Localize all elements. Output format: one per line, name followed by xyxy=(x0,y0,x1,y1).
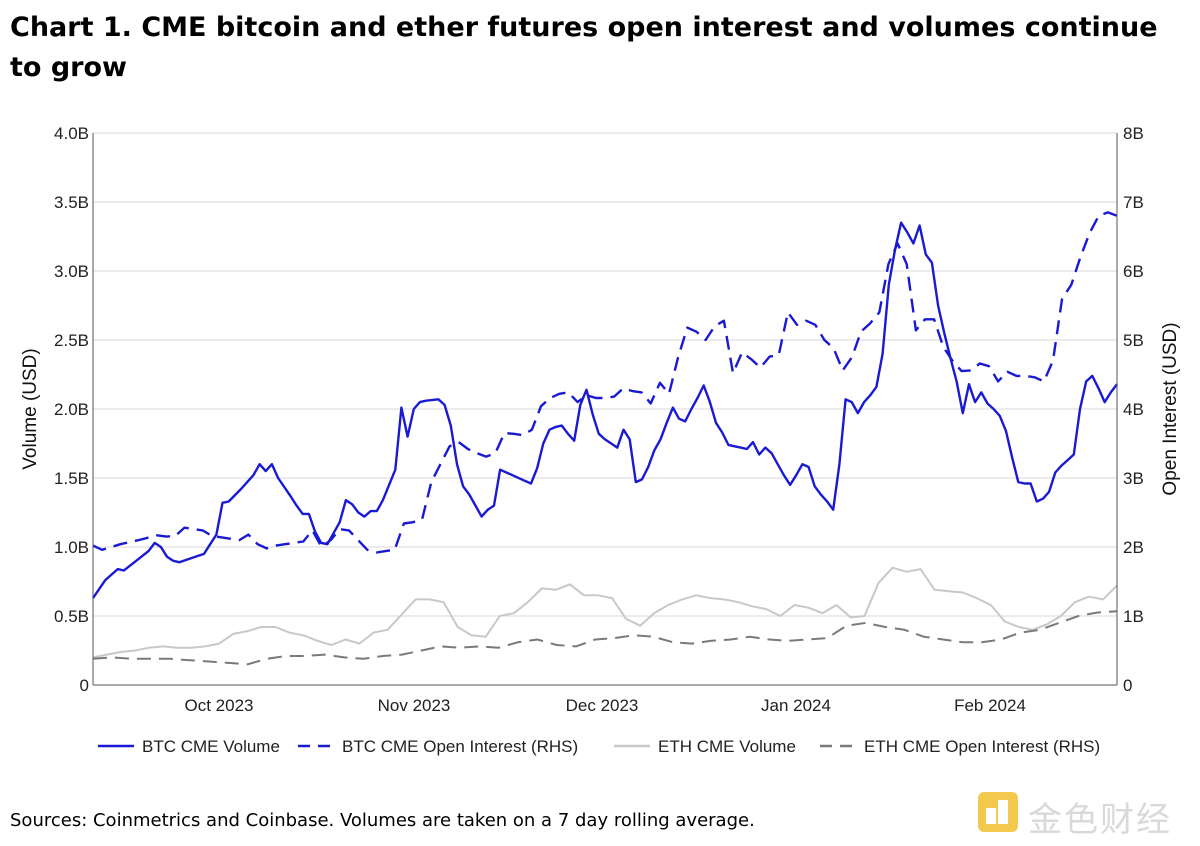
y-left-tick-label: 1.0B xyxy=(54,538,89,557)
y-left-tick-label: 3.0B xyxy=(54,262,89,281)
y-right-tick-label: 5B xyxy=(1123,331,1144,350)
series-line-eth-cme-volume xyxy=(92,566,1118,659)
legend: BTC CME Volume BTC CME Open Interest (RHS… xyxy=(98,737,1100,756)
x-tick-label: Oct 2023 xyxy=(185,696,254,715)
y-left-tick-label: 1.5B xyxy=(54,469,89,488)
series-line-eth-cme-open-interest-rhs xyxy=(92,610,1118,666)
legend-label: ETH CME Open Interest (RHS) xyxy=(864,737,1100,756)
gridlines xyxy=(93,132,1117,617)
chart: 0 0.5B 1.0B 1.5B 2.0B 2.5B 3.0B 3.5B 4.0B 0 1B 2B 3B… xyxy=(20,124,1181,756)
series-line-btc-cme-open-interest-rhs xyxy=(92,211,1118,554)
y-right-tick-label: 3B xyxy=(1123,469,1144,488)
chart-title: Chart 1. CME bitcoin and ether futures o… xyxy=(10,12,1158,83)
y-left-tick-label: 2.0B xyxy=(54,400,89,419)
x-tick-label: Dec 2023 xyxy=(566,696,639,715)
y-right-tick-label: 7B xyxy=(1123,193,1144,212)
y-left-tick-label: 4.0B xyxy=(54,124,89,143)
legend-label: BTC CME Open Interest (RHS) xyxy=(342,737,578,756)
series-lines xyxy=(92,211,1118,666)
x-tick-label: Jan 2024 xyxy=(761,696,831,715)
y-left-axis-title: Volume (USD) xyxy=(20,348,41,469)
y-left-tick-label: 0.5B xyxy=(54,607,89,626)
watermark-logo-icon xyxy=(978,792,1018,832)
y-right-tick-label: 4B xyxy=(1123,400,1144,419)
source-note: Sources: Coinmetrics and Coinbase. Volum… xyxy=(10,810,755,831)
y-right-tick-label: 8B xyxy=(1123,124,1144,143)
y-left-tick-label: 3.5B xyxy=(54,193,89,212)
x-tick-label: Nov 2023 xyxy=(378,696,451,715)
y-right-tick-label: 6B xyxy=(1123,262,1144,281)
y-left-tick-label: 2.5B xyxy=(54,331,89,350)
x-tick-label: Feb 2024 xyxy=(954,696,1026,715)
watermark-text: 金色财经 xyxy=(1028,800,1172,840)
legend-label: BTC CME Volume xyxy=(142,737,280,756)
y-right-tick-label: 0 xyxy=(1123,676,1132,695)
y-left-tick-label: 0 xyxy=(80,676,89,695)
watermark: 金色财经 xyxy=(976,790,1176,840)
y-right-tick-label: 2B xyxy=(1123,538,1144,557)
series-line-btc-cme-volume xyxy=(92,221,1118,599)
y-right-axis-title: Open Interest (USD) xyxy=(1160,322,1181,495)
legend-label: ETH CME Volume xyxy=(658,737,796,756)
y-right-tick-label: 1B xyxy=(1123,607,1144,626)
axes: 0 0.5B 1.0B 1.5B 2.0B 2.5B 3.0B 3.5B 4.0B 0 1B 2B 3B… xyxy=(20,124,1181,715)
